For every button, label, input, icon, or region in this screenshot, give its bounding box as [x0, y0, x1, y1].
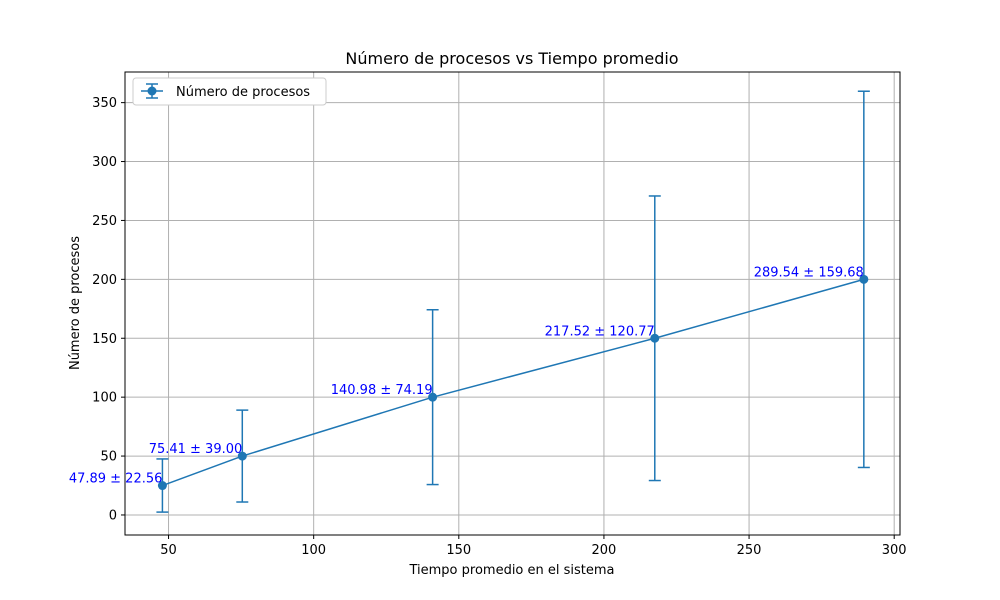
data-label: 47.89 ± 22.56 [69, 472, 163, 487]
data-point [157, 481, 167, 491]
data-label: 217.52 ± 120.77 [545, 324, 655, 339]
legend: Número de procesos [132, 77, 327, 106]
data-point [237, 451, 247, 461]
x-tick-label: 100 [301, 543, 326, 558]
x-tick-label: 300 [882, 543, 907, 558]
x-tick-label: 50 [160, 543, 177, 558]
data-point [428, 392, 438, 402]
y-tick-label: 100 [92, 391, 117, 406]
y-tick-label: 50 [100, 450, 117, 465]
x-tick-label: 200 [592, 543, 617, 558]
data-point [650, 333, 660, 343]
y-tick-label: 150 [92, 332, 117, 347]
data-label: 140.98 ± 74.19 [331, 383, 433, 398]
x-axis-label: Tiempo promedio en el sistema [408, 563, 614, 578]
y-tick-label: 250 [92, 214, 117, 229]
y-tick-label: 350 [92, 96, 117, 111]
annotations: 47.89 ± 22.56 75.41 ± 39.00 140.98 ± 74.19… [69, 265, 864, 486]
y-tick-label: 200 [92, 273, 117, 288]
x-tick-label: 250 [737, 543, 762, 558]
data-point [859, 274, 869, 284]
series-layer [156, 90, 870, 513]
plot-frame [124, 71, 901, 536]
chart-title: Número de procesos vs Tiempo promedio [345, 49, 678, 68]
ticks: 50 100 150 200 250 300 0 50 100 150 200 250 300 350 [92, 96, 906, 558]
data-label: 289.54 ± 159.68 [754, 265, 864, 280]
data-label: 75.41 ± 39.00 [149, 442, 243, 457]
legend-label: Número de procesos [176, 85, 310, 100]
grid [125, 72, 900, 535]
y-axis-label: Número de procesos [68, 236, 83, 370]
y-tick-label: 0 [109, 508, 117, 523]
y-tick-label: 300 [92, 155, 117, 170]
legend-marker [147, 86, 157, 96]
legend-box [132, 77, 327, 106]
x-tick-label: 150 [446, 543, 471, 558]
